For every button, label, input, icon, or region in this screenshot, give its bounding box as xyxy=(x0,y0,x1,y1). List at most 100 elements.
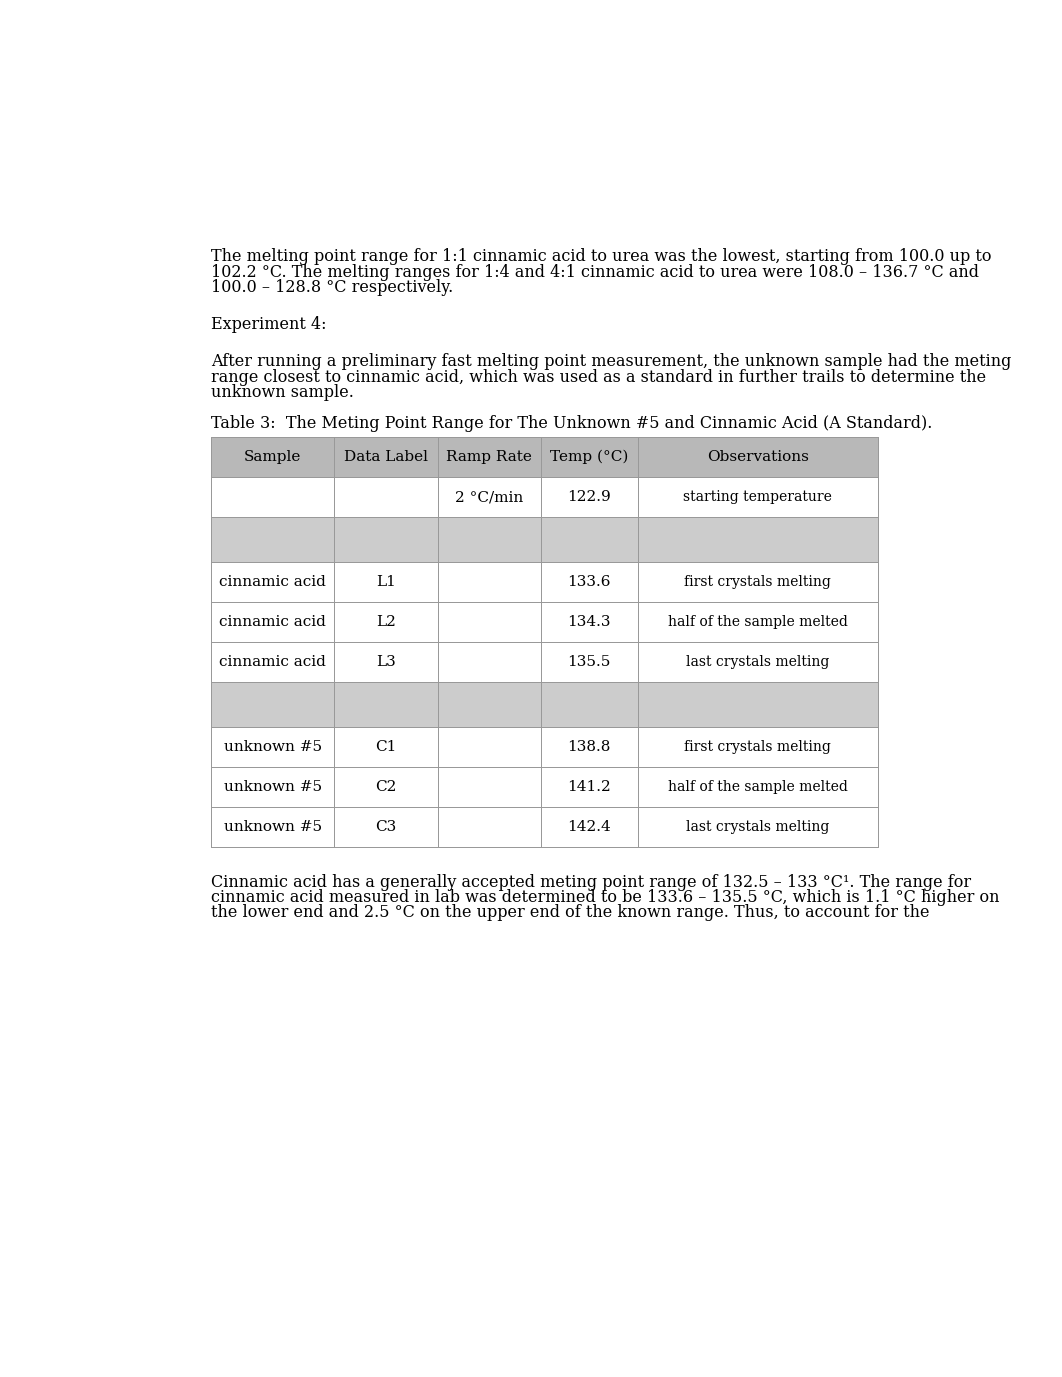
Text: cinnamic acid: cinnamic acid xyxy=(219,655,326,669)
Bar xyxy=(335,642,438,682)
Bar xyxy=(438,682,541,727)
Bar xyxy=(541,642,637,682)
Bar xyxy=(438,767,541,807)
Bar xyxy=(541,767,637,807)
Text: unknown #5: unknown #5 xyxy=(223,739,322,753)
Bar xyxy=(438,437,541,476)
Bar xyxy=(211,437,877,476)
Text: 141.2: 141.2 xyxy=(567,779,611,793)
Text: The melting point range for 1:1 cinnamic acid to urea was the lowest, starting f: The melting point range for 1:1 cinnamic… xyxy=(211,248,992,266)
Text: unknown #5: unknown #5 xyxy=(223,819,322,833)
Bar xyxy=(211,476,877,518)
Bar xyxy=(637,642,877,682)
Text: L3: L3 xyxy=(376,655,396,669)
Bar xyxy=(211,518,877,562)
Text: After running a preliminary fast melting point measurement, the unknown sample h: After running a preliminary fast melting… xyxy=(211,353,1011,370)
Text: 102.2 °C. The melting ranges for 1:4 and 4:1 cinnamic acid to urea were 108.0 – : 102.2 °C. The melting ranges for 1:4 and… xyxy=(211,264,979,281)
Bar xyxy=(335,476,438,518)
Bar xyxy=(637,476,877,518)
Bar xyxy=(335,807,438,847)
Bar xyxy=(335,602,438,642)
Text: Data Label: Data Label xyxy=(344,450,428,464)
Bar xyxy=(211,476,335,518)
Bar xyxy=(211,727,335,767)
Bar xyxy=(211,682,877,727)
Text: Ramp Rate: Ramp Rate xyxy=(446,450,532,464)
Bar xyxy=(438,727,541,767)
Text: Table 3:  The Meting Point Range for The Unknown #5 and Cinnamic Acid (A Standar: Table 3: The Meting Point Range for The … xyxy=(211,416,932,432)
Bar xyxy=(637,767,877,807)
Bar xyxy=(211,642,877,682)
Bar xyxy=(211,437,335,476)
Text: Temp (°C): Temp (°C) xyxy=(550,450,629,464)
Bar xyxy=(211,807,335,847)
Text: cinnamic acid measured in lab was determined to be 133.6 – 135.5 °C, which is 1.: cinnamic acid measured in lab was determ… xyxy=(211,890,999,906)
Text: L2: L2 xyxy=(376,616,396,629)
Text: range closest to cinnamic acid, which was used as a standard in further trails t: range closest to cinnamic acid, which wa… xyxy=(211,369,986,386)
Bar xyxy=(211,807,877,847)
Text: cinnamic acid: cinnamic acid xyxy=(219,574,326,589)
Text: Sample: Sample xyxy=(244,450,302,464)
Text: C1: C1 xyxy=(375,739,396,753)
Bar xyxy=(211,562,877,602)
Text: 135.5: 135.5 xyxy=(567,655,611,669)
Text: 2 °C/min: 2 °C/min xyxy=(456,490,524,504)
Bar xyxy=(637,807,877,847)
Text: Observations: Observations xyxy=(706,450,808,464)
Text: 142.4: 142.4 xyxy=(567,819,611,833)
Bar xyxy=(335,682,438,727)
Bar xyxy=(438,642,541,682)
Text: half of the sample melted: half of the sample melted xyxy=(668,616,847,629)
Bar xyxy=(438,807,541,847)
Bar xyxy=(335,727,438,767)
Text: 134.3: 134.3 xyxy=(567,616,611,629)
Bar xyxy=(541,807,637,847)
Bar xyxy=(438,518,541,562)
Text: unknown sample.: unknown sample. xyxy=(211,384,354,401)
Bar xyxy=(637,437,877,476)
Bar xyxy=(211,602,877,642)
Text: 133.6: 133.6 xyxy=(567,574,611,589)
Text: 100.0 – 128.8 °C respectively.: 100.0 – 128.8 °C respectively. xyxy=(211,280,453,296)
Text: Cinnamic acid has a generally accepted meting point range of 132.5 – 133 °C¹. Th: Cinnamic acid has a generally accepted m… xyxy=(211,873,971,891)
Bar xyxy=(211,562,335,602)
Bar xyxy=(438,602,541,642)
Bar xyxy=(211,767,335,807)
Text: first crystals melting: first crystals melting xyxy=(684,574,832,589)
Text: first crystals melting: first crystals melting xyxy=(684,739,832,753)
Text: half of the sample melted: half of the sample melted xyxy=(668,779,847,793)
Text: C2: C2 xyxy=(375,779,396,793)
Text: the lower end and 2.5 °C on the upper end of the known range. Thus, to account f: the lower end and 2.5 °C on the upper en… xyxy=(211,905,929,921)
Bar xyxy=(541,518,637,562)
Text: C3: C3 xyxy=(375,819,396,833)
Bar xyxy=(637,562,877,602)
Bar xyxy=(211,682,335,727)
Text: starting temperature: starting temperature xyxy=(683,490,832,504)
Bar xyxy=(541,602,637,642)
Bar xyxy=(541,562,637,602)
Text: cinnamic acid: cinnamic acid xyxy=(219,616,326,629)
Text: L1: L1 xyxy=(376,574,396,589)
Text: 138.8: 138.8 xyxy=(567,739,611,753)
Bar xyxy=(438,562,541,602)
Text: 122.9: 122.9 xyxy=(567,490,611,504)
Bar xyxy=(637,682,877,727)
Bar xyxy=(637,727,877,767)
Text: last crystals melting: last crystals melting xyxy=(686,819,829,833)
Bar xyxy=(211,642,335,682)
Bar xyxy=(335,518,438,562)
Bar xyxy=(335,437,438,476)
Text: unknown #5: unknown #5 xyxy=(223,779,322,793)
Bar xyxy=(211,767,877,807)
Bar xyxy=(541,476,637,518)
Bar xyxy=(637,518,877,562)
Text: last crystals melting: last crystals melting xyxy=(686,655,829,669)
Bar xyxy=(541,727,637,767)
Bar xyxy=(438,476,541,518)
Bar xyxy=(637,602,877,642)
Bar xyxy=(335,767,438,807)
Bar xyxy=(211,602,335,642)
Bar xyxy=(541,682,637,727)
Bar xyxy=(211,518,335,562)
Bar xyxy=(211,727,877,767)
